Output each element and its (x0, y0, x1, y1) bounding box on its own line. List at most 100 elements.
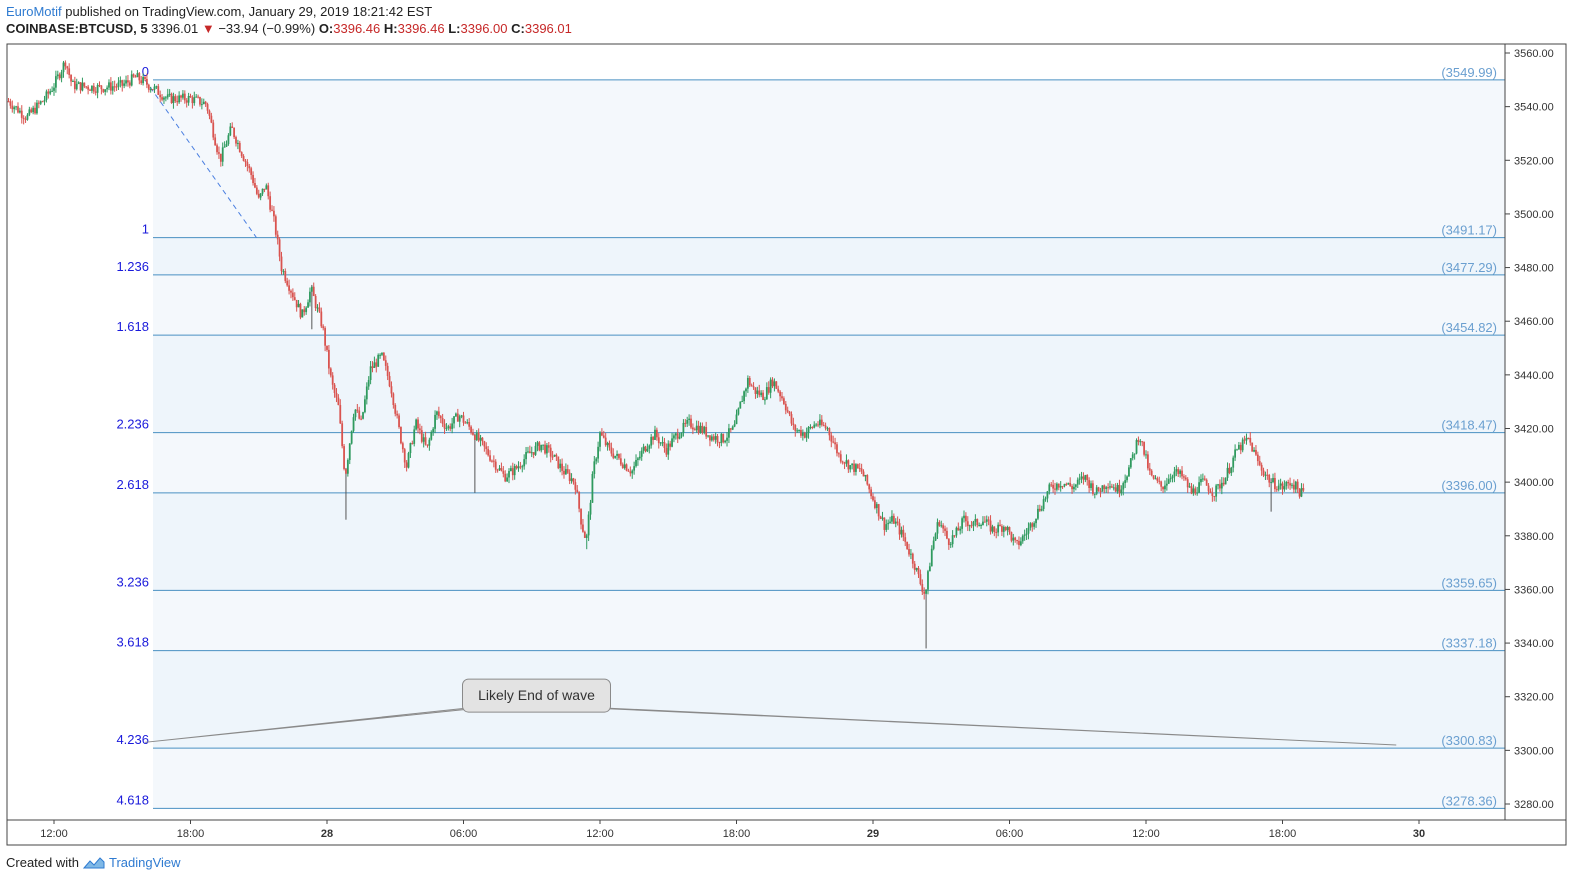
candle-body (405, 462, 408, 468)
candle-body (155, 86, 158, 88)
candle-body (290, 290, 292, 293)
candle-body (178, 95, 181, 103)
candle-body (316, 307, 319, 309)
candle-body (390, 386, 393, 394)
candle-body (862, 471, 865, 477)
candle-body (1184, 477, 1187, 480)
candle-body (367, 379, 370, 387)
candle-body (1008, 527, 1011, 533)
candle-body (327, 349, 330, 369)
candle-body (1061, 486, 1064, 488)
candle-body (1298, 489, 1301, 497)
candle-body (767, 387, 770, 393)
candle-body (1167, 479, 1170, 484)
candle-body (109, 82, 112, 91)
candle-body (343, 446, 345, 469)
candle-body (238, 142, 241, 153)
fib-ratio-label: 0 (142, 64, 149, 79)
candle-body (7, 101, 10, 103)
candle-body (917, 567, 920, 575)
candle-body (574, 482, 577, 490)
candle-body (764, 399, 766, 401)
candle-body (1025, 533, 1028, 535)
candle-body (1103, 485, 1106, 489)
candle-body (1245, 437, 1248, 441)
candle-body (358, 410, 361, 419)
candle-body (1232, 457, 1235, 468)
candle-body (132, 74, 135, 77)
candle-body (1057, 483, 1060, 488)
candle-body (673, 435, 675, 439)
candle-body (782, 398, 785, 404)
candle-body (746, 378, 749, 389)
candle-body (1006, 527, 1009, 531)
candle-body (532, 452, 535, 455)
candle-body (240, 152, 243, 157)
candle-body (89, 89, 91, 91)
candle-body (932, 540, 935, 549)
candle-body (401, 443, 404, 450)
fib-price-label: (3454.82) (1441, 320, 1497, 335)
candle-body (1035, 518, 1037, 524)
candle-body (995, 532, 998, 534)
price-tick-label: 3420.00 (1514, 424, 1554, 436)
candle-body (1126, 476, 1128, 481)
candle-body (953, 535, 956, 537)
candle-body (906, 541, 909, 549)
candle-body (125, 80, 127, 84)
fib-band (153, 650, 1505, 749)
candle-body (887, 522, 890, 525)
candle-body (396, 413, 399, 416)
candle-body (1135, 440, 1138, 454)
candle-body (944, 528, 946, 531)
candle-body (1239, 444, 1242, 451)
candle-body (549, 447, 552, 457)
candle-body (17, 106, 19, 113)
candle-body (1262, 470, 1265, 476)
candle-body (1050, 484, 1053, 486)
candle-body (1131, 454, 1134, 459)
candle-body (309, 291, 311, 303)
candle-body (864, 475, 867, 477)
candle-body (1226, 467, 1229, 478)
candle-body (621, 464, 624, 468)
candle-body (195, 96, 198, 98)
candle-body (37, 102, 40, 104)
candle-body (654, 429, 656, 440)
author-link[interactable]: EuroMotif (6, 4, 62, 19)
candle-body (39, 101, 42, 104)
candle-body (1158, 480, 1161, 482)
candle-body (959, 528, 962, 531)
candle-body (836, 444, 838, 454)
candle-body (525, 451, 527, 460)
candle-body (233, 127, 236, 138)
candle-body (1300, 487, 1303, 497)
candle-body (170, 93, 173, 104)
time-tick-label: 30 (1413, 828, 1425, 840)
candle-body (930, 548, 933, 567)
candle-body (841, 461, 844, 463)
candle-body (479, 437, 482, 441)
candle-body (875, 504, 878, 508)
candle-body (966, 521, 969, 526)
candle-body (762, 392, 764, 401)
candle-body (1063, 483, 1066, 487)
candle-body (616, 453, 618, 456)
candle-body (540, 444, 543, 451)
candle-body (1287, 481, 1290, 484)
candle-body (189, 95, 192, 98)
candle-body (164, 97, 167, 99)
candle-body (252, 174, 254, 184)
fib-price-label: (3396.00) (1441, 478, 1497, 493)
candle-body (527, 451, 529, 453)
candle-body (646, 448, 649, 452)
candle-body (1112, 487, 1115, 489)
candle-body (451, 423, 454, 429)
tradingview-brand[interactable]: TradingView (108, 855, 181, 870)
candle-body (716, 436, 719, 443)
candle-body (949, 544, 952, 546)
candle-body (585, 535, 588, 538)
candle-body (432, 428, 435, 433)
candle-body (637, 458, 639, 461)
